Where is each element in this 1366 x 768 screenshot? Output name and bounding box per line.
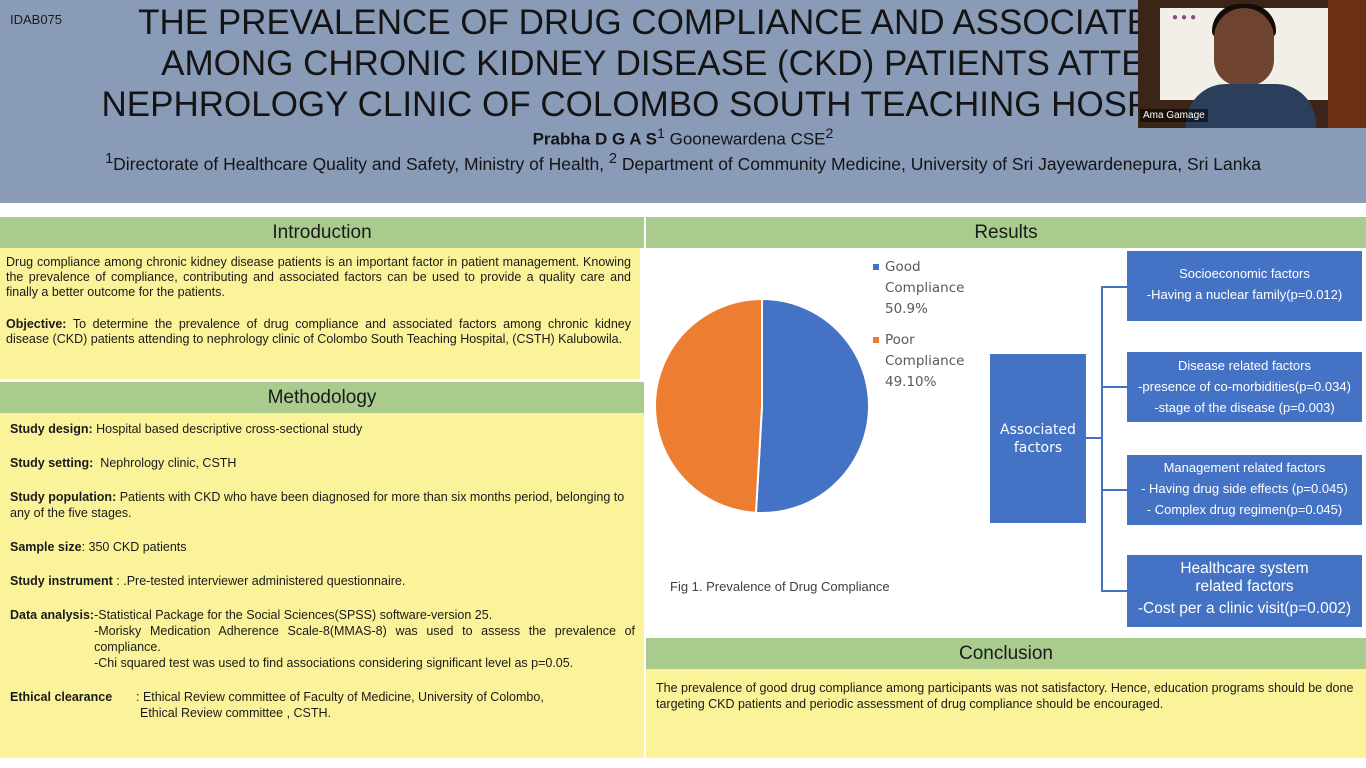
objective-label: Objective: [6,317,67,331]
socioeconomic-factors-box: Socioeconomic factors -Having a nuclear … [1127,251,1362,321]
data-analysis-item: -Statistical Package for the Social Scie… [94,608,493,622]
data-analysis-label: Data analysis: [10,608,95,622]
legend-label-poor-1: Poor [885,332,915,348]
title-line-1: THE PREVALENCE OF DRUG COMPLIANCE AND AS… [138,3,1228,42]
methodology-panel [0,413,644,758]
legend-swatch-poor [873,337,879,343]
factor-box-line: - Having drug side effects (p=0.045) [1141,481,1348,496]
connector-vertical [1101,286,1103,591]
legend-label-good-2: Compliance [885,280,965,296]
participant-name-label: Ama Gamage [1140,109,1208,122]
associated-factors-box: Associated factors [990,354,1086,523]
conclusion-panel [646,669,1366,758]
legend-value-poor: 49.10% [885,374,937,390]
ethical-clearance: Ethical clearance : Ethical Review commi… [10,689,635,721]
factor-box-line: -presence of co-morbidities(p=0.034) [1138,379,1351,394]
study-instrument-text: : .Pre-tested interviewer administered q… [116,574,406,588]
factor-box-line: -Having a nuclear family(p=0.012) [1146,287,1343,302]
ethical-clearance-label: Ethical clearance [10,690,113,704]
affil-1: Directorate of Healthcare Quality and Sa… [113,153,605,174]
title-line-3: NEPHROLOGY CLINIC OF COLOMBO SOUTH TEACH… [101,85,1265,124]
sample-size-label: Sample size [10,540,82,554]
introduction-paragraph: Drug compliance among chronic kidney dis… [6,255,631,299]
methodology-body: Study design: Hospital based descriptive… [10,421,635,721]
factor-box-line: -stage of the disease (p=0.003) [1154,400,1335,415]
methodology-heading: Methodology [0,382,644,413]
conclusion-text: The prevalence of good drug compliance a… [656,681,1354,711]
introduction-heading: Introduction [0,217,644,248]
author-1-sup: 1 [656,126,665,142]
ethical-line-2: Ethical Review committee , CSTH. [140,706,332,720]
study-design-text: Hospital based descriptive cross-section… [96,422,363,436]
legend-item-good: Good Compliance 50.9% [873,257,964,320]
factor-box-line: - Complex drug regimen(p=0.045) [1146,502,1343,517]
author-2: Goonewardena CSE [669,129,826,149]
study-setting-label: Study setting: [10,456,94,470]
study-design-label: Study design: [10,422,93,436]
affil-sup-1: 1 [105,151,114,167]
participant-face [1214,8,1274,86]
participant-video[interactable]: ●●● Ama Gamage [1138,0,1366,128]
management-factors-box: Management related factors - Having drug… [1127,455,1362,525]
healthcare-system-factors-box: Healthcare system related factors -Cost … [1127,555,1362,627]
objective-text: To determine the prevalence of drug comp… [6,317,632,346]
factor-box-title: Socioeconomic factors [1179,266,1310,281]
legend-label-good-1: Good [885,259,921,275]
factor-box-title: Disease related factors [1178,358,1311,373]
objective-paragraph: Objective: To determine the prevalence o… [6,317,631,347]
ethical-clearance-text: : Ethical Review committee of Faculty of… [136,689,544,721]
disease-factors-box: Disease related factors -presence of co-… [1127,352,1362,422]
legend-item-poor: Poor Compliance 49.10% [873,330,964,393]
study-design: Study design: Hospital based descriptive… [10,421,635,437]
study-population-text: Patients with CKD who have been diagnose… [10,490,625,520]
pie-chart [654,297,870,514]
ethical-line-1: : Ethical Review committee of Faculty of… [136,690,544,704]
legend-label-poor-2: Compliance [885,353,965,369]
video-door [1328,0,1366,128]
title-line-2: AMONG CHRONIC KIDNEY DISEASE (CKD) PATIE… [161,44,1205,83]
factor-box-line: -Cost per a clinic visit(p=0.002) [1137,600,1352,617]
study-population-label: Study population: [10,490,117,504]
factor-box-title: Management related factors [1163,460,1326,475]
poster-title: THE PREVALENCE OF DRUG COMPLIANCE AND AS… [0,2,1366,125]
poster-id: IDAB075 [10,12,63,27]
study-instrument-label: Study instrument [10,574,113,588]
conclusion-heading: Conclusion [646,638,1366,669]
introduction-panel [0,248,640,379]
authors: Prabha D G A S1 Goonewardena CSE2 [0,126,1366,150]
study-setting-text: Nephrology clinic, CSTH [100,456,237,470]
connector-branch-2 [1101,386,1127,388]
data-analysis-item: -Chi squared test was used to find assoc… [94,656,574,670]
connector-main [1086,437,1102,439]
results-heading: Results [646,217,1366,248]
affil-2: Department of Community Medicine, Univer… [621,153,1261,174]
legend-value-good: 50.9% [885,301,928,317]
sample-size-text: : 350 CKD patients [81,540,187,554]
study-setting: Study setting: Nephrology clinic, CSTH [10,455,635,471]
data-analysis-list: -Statistical Package for the Social Scie… [94,607,635,671]
connector-branch-4 [1101,590,1127,592]
associated-factors-label: Associated factors [1000,421,1076,456]
introduction-body: Drug compliance among chronic kidney dis… [6,255,631,364]
author-1: Prabha D G A S [532,129,657,149]
study-instrument: Study instrument : .Pre-tested interview… [10,573,635,589]
affil-sup-2: 2 [608,151,618,167]
connector-branch-3 [1101,489,1127,491]
data-analysis-item: -Morisky Medication Adherence Scale-8(MM… [94,624,635,654]
connector-branch-1 [1101,286,1127,288]
affiliations: 1Directorate of Healthcare Quality and S… [0,151,1366,175]
study-population: Study population: Patients with CKD who … [10,489,635,521]
video-status-icons: ●●● [1172,12,1200,23]
legend-swatch-good [873,264,879,270]
author-2-sup: 2 [825,126,834,142]
pie-slice-good-compliance [754,297,870,514]
factor-box-title: Healthcare system related factors [1180,560,1309,595]
sample-size: Sample size: 350 CKD patients [10,539,635,555]
figure-caption: Fig 1. Prevalence of Drug Compliance [670,579,890,594]
data-analysis: Data analysis: -Statistical Package for … [10,607,635,671]
pie-slice-poor-compliance [654,297,763,514]
